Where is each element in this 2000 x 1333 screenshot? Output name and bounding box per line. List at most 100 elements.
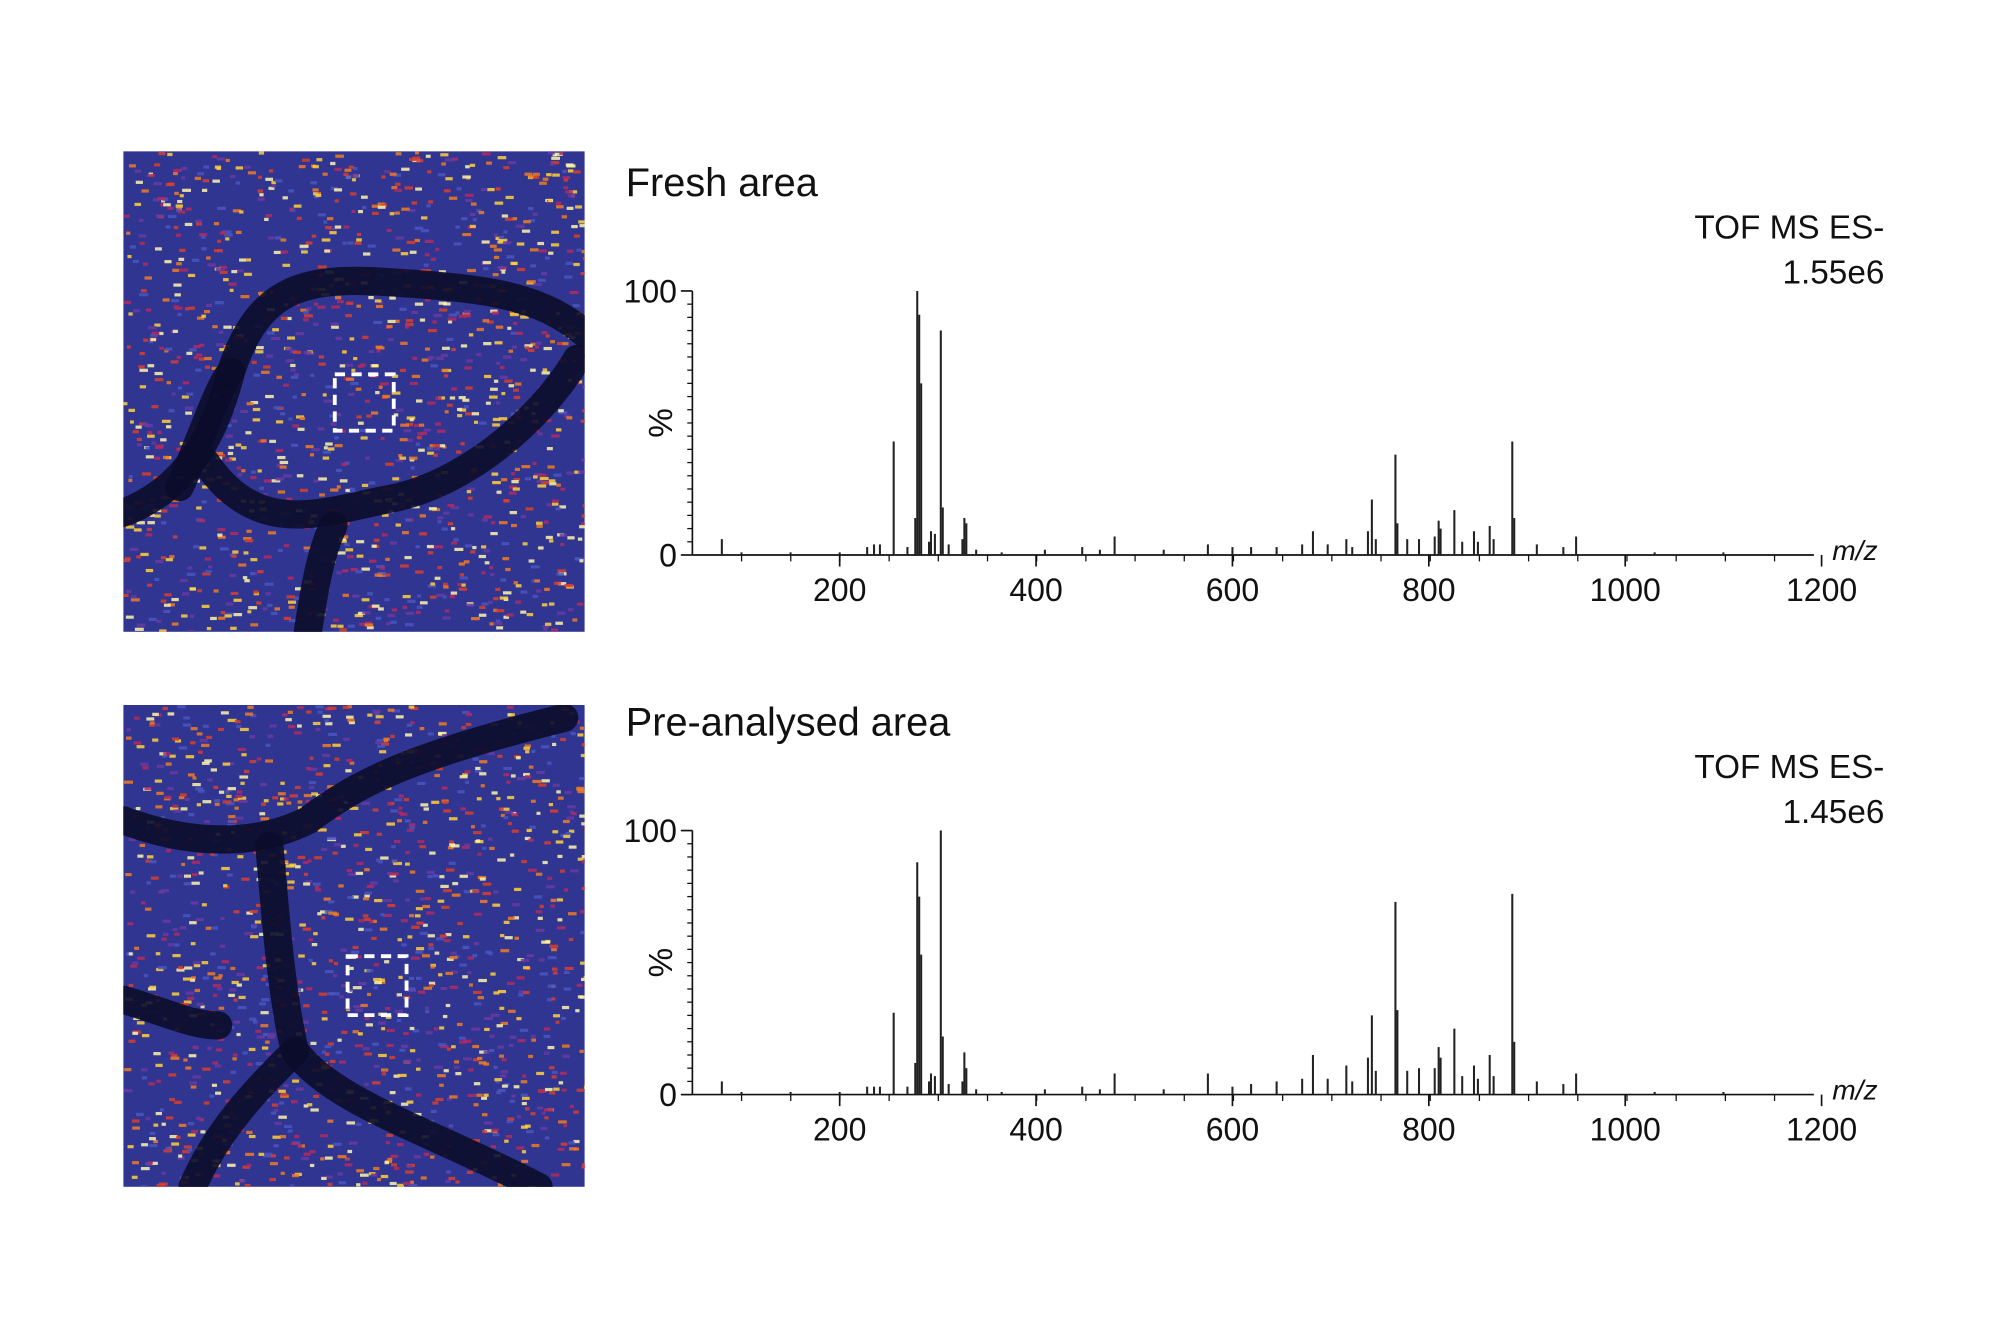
image-pixel xyxy=(238,1179,246,1183)
image-pixel xyxy=(366,626,374,630)
image-pixel xyxy=(150,338,157,342)
image-pixel xyxy=(403,429,412,433)
image-pixel xyxy=(145,308,152,312)
image-pixel xyxy=(169,771,178,775)
image-pixel xyxy=(339,479,348,483)
image-pixel xyxy=(244,579,250,583)
image-pixel xyxy=(171,597,179,602)
image-pixel xyxy=(376,738,384,743)
image-pixel xyxy=(149,860,157,864)
image-pixel xyxy=(222,1080,231,1084)
image-pixel xyxy=(303,1104,309,1108)
image-pixel xyxy=(389,172,397,176)
image-pixel xyxy=(389,541,397,545)
image-pixel xyxy=(230,966,236,971)
image-pixel xyxy=(246,402,254,406)
image-pixel xyxy=(521,465,531,469)
image-pixel xyxy=(220,711,229,715)
image-pixel xyxy=(308,958,313,963)
image-pixel xyxy=(520,1093,528,1097)
image-pixel xyxy=(569,1104,574,1108)
image-pixel xyxy=(285,864,295,868)
image-pixel xyxy=(444,158,454,162)
image-pixel xyxy=(275,449,284,453)
image-pixel xyxy=(373,320,383,325)
image-pixel xyxy=(325,385,335,389)
image-pixel xyxy=(530,799,536,803)
image-pixel xyxy=(294,1134,300,1139)
image-pixel xyxy=(435,422,441,426)
image-pixel xyxy=(443,938,451,943)
image-pixel xyxy=(443,302,451,306)
image-pixel xyxy=(467,268,476,273)
image-pixel xyxy=(200,1130,206,1134)
image-pixel xyxy=(159,1182,168,1186)
image-pixel xyxy=(360,195,368,199)
image-pixel xyxy=(520,590,528,594)
image-pixel xyxy=(409,1049,416,1053)
image-pixel xyxy=(263,1154,272,1158)
image-pixel xyxy=(536,770,545,775)
image-pixel xyxy=(147,434,155,438)
image-pixel xyxy=(423,428,431,432)
image-pixel xyxy=(195,787,204,791)
image-pixel xyxy=(280,1094,289,1098)
image-pixel xyxy=(483,1050,490,1055)
image-pixel xyxy=(420,229,430,233)
image-pixel xyxy=(496,361,501,365)
image-pixel xyxy=(177,447,182,451)
image-pixel xyxy=(561,1016,566,1020)
image-pixel xyxy=(233,910,240,914)
image-pixel xyxy=(466,603,475,607)
image-pixel xyxy=(541,940,550,944)
image-pixel xyxy=(366,992,372,997)
image-pixel xyxy=(218,616,226,620)
image-pixel xyxy=(265,394,274,399)
image-pixel xyxy=(228,815,236,819)
image-pixel xyxy=(507,822,512,826)
image-pixel xyxy=(482,518,489,522)
image-pixel xyxy=(573,234,580,238)
image-pixel xyxy=(409,826,415,830)
image-pixel xyxy=(481,187,487,192)
image-pixel xyxy=(466,871,471,875)
image-pixel xyxy=(566,816,575,820)
image-pixel xyxy=(459,874,468,878)
image-pixel xyxy=(415,1093,422,1097)
image-pixel xyxy=(543,346,552,351)
image-pixel xyxy=(504,936,513,940)
image-pixel xyxy=(139,241,145,245)
image-pixel xyxy=(433,453,438,457)
image-pixel xyxy=(196,1002,204,1006)
image-pixel xyxy=(455,1180,460,1184)
image-pixel xyxy=(497,266,505,270)
image-pixel xyxy=(440,353,448,357)
image-pixel xyxy=(207,778,213,782)
image-pixel xyxy=(396,408,404,412)
image-pixel xyxy=(141,189,149,193)
image-pixel xyxy=(551,1070,558,1074)
image-pixel xyxy=(516,976,525,980)
image-pixel xyxy=(448,1176,456,1181)
image-pixel xyxy=(257,197,265,201)
image-pixel xyxy=(547,465,555,469)
image-pixel xyxy=(316,158,323,162)
image-pixel xyxy=(313,479,319,483)
image-pixel xyxy=(511,829,519,833)
image-pixel xyxy=(270,1154,276,1158)
image-pixel xyxy=(405,898,410,902)
image-pixel xyxy=(178,1154,183,1158)
image-pixel xyxy=(134,716,140,720)
image-pixel xyxy=(422,923,428,927)
image-pixel xyxy=(269,1162,278,1166)
image-pixel xyxy=(393,173,402,177)
image-pixel xyxy=(223,325,232,329)
y-axis-label: % xyxy=(643,948,680,978)
image-pixel xyxy=(370,411,379,415)
image-pixel xyxy=(246,529,252,533)
image-pixel xyxy=(305,880,313,884)
image-pixel xyxy=(272,796,279,800)
image-pixel xyxy=(289,207,294,211)
image-pixel xyxy=(524,744,531,748)
image-pixel xyxy=(399,368,406,372)
